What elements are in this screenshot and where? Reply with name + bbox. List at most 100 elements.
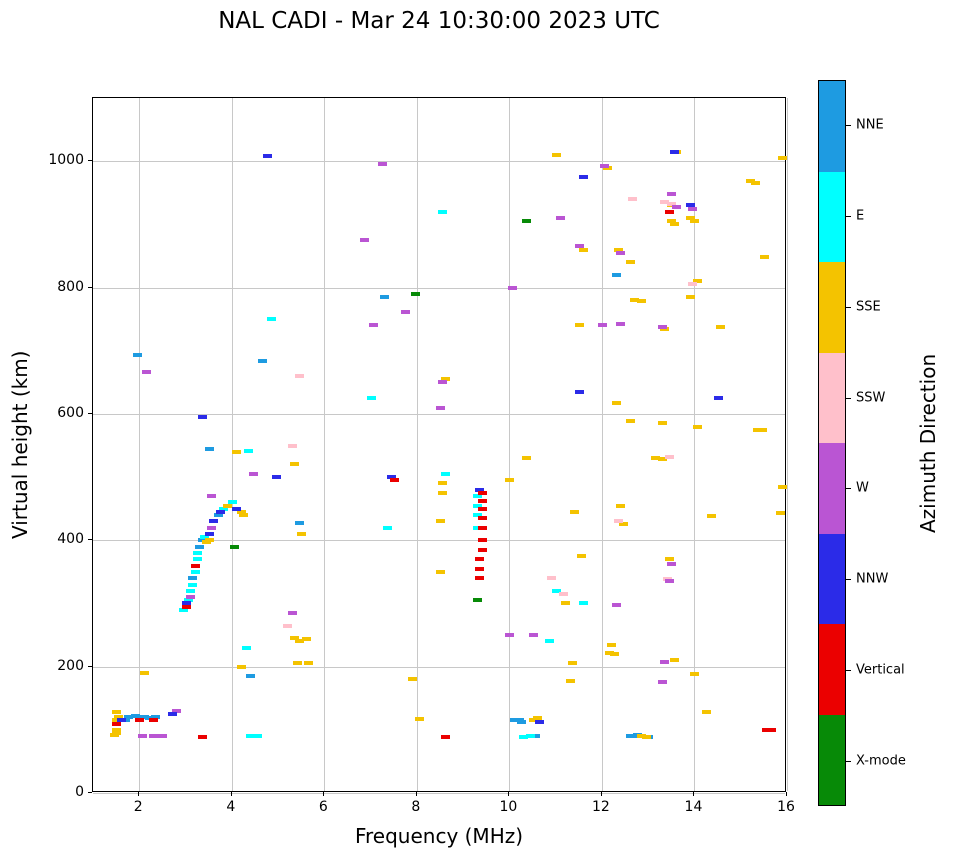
data-point <box>692 279 702 284</box>
data-point <box>667 192 677 197</box>
data-point <box>762 727 772 732</box>
data-point <box>149 718 159 723</box>
data-point <box>614 519 624 524</box>
y-tick-mark <box>88 286 92 288</box>
data-point <box>669 222 679 227</box>
data-point <box>135 718 145 723</box>
data-point <box>628 197 637 202</box>
colorbar-segment-w <box>819 443 845 534</box>
data-point <box>294 520 304 525</box>
y-tick-mark <box>88 160 92 162</box>
colorbar-tick-mark <box>846 306 851 308</box>
data-point <box>248 471 258 476</box>
y-tick-label: 600 <box>57 404 84 421</box>
data-point <box>188 576 198 581</box>
data-point <box>290 462 300 467</box>
colorbar-tick-mark <box>846 669 851 671</box>
data-point <box>209 519 219 524</box>
data-point <box>574 323 584 328</box>
data-point <box>667 219 677 224</box>
colorbar-tick-mark <box>846 125 851 127</box>
data-point <box>715 325 725 330</box>
colorbar-tick-label: Vertical <box>856 662 905 678</box>
data-point <box>706 514 716 519</box>
data-point <box>477 499 487 504</box>
data-point <box>130 713 140 718</box>
data-point <box>560 601 570 606</box>
data-point <box>436 569 445 574</box>
data-point <box>237 664 247 669</box>
data-point <box>410 291 420 296</box>
data-point <box>172 708 182 713</box>
gridline-horizontal <box>93 161 785 163</box>
data-point <box>473 525 482 530</box>
data-point <box>667 202 677 207</box>
data-point <box>651 456 661 461</box>
data-point <box>528 633 538 638</box>
data-point <box>204 538 214 543</box>
data-point <box>604 650 614 655</box>
data-point <box>440 471 450 476</box>
data-point <box>181 601 191 606</box>
data-point <box>167 712 177 717</box>
x-axis-label: Frequency (MHz) <box>354 824 524 848</box>
data-point <box>436 519 445 524</box>
data-point <box>665 209 675 214</box>
data-point <box>473 598 482 603</box>
gridline-vertical <box>694 98 696 791</box>
data-point <box>287 610 297 615</box>
x-tick-label: 6 <box>318 799 328 815</box>
data-point <box>262 154 272 159</box>
data-point <box>757 427 767 432</box>
data-point <box>519 735 529 740</box>
y-tick-label: 1000 <box>48 152 84 169</box>
data-point <box>778 156 788 161</box>
data-point <box>243 448 253 453</box>
x-tick-label: 2 <box>133 799 143 815</box>
data-point <box>579 174 589 179</box>
y-tick-mark <box>88 665 92 667</box>
data-point <box>292 661 302 666</box>
data-point <box>759 255 769 260</box>
data-point <box>477 547 487 552</box>
data-point <box>188 582 198 587</box>
data-point <box>473 494 482 499</box>
data-point <box>752 427 762 432</box>
data-point <box>232 506 242 511</box>
data-point <box>521 219 531 224</box>
data-point <box>475 557 485 562</box>
data-point <box>579 601 589 606</box>
data-point <box>237 509 247 514</box>
data-point <box>112 730 122 735</box>
data-point <box>241 645 251 650</box>
data-point <box>475 487 485 492</box>
data-point <box>535 720 545 725</box>
x-tick-mark <box>508 792 510 796</box>
data-point <box>382 525 392 530</box>
data-point <box>521 456 531 461</box>
data-point <box>685 295 695 300</box>
chart-title: NAL CADI - Mar 24 10:30:00 2023 UTC <box>218 8 660 34</box>
data-point <box>267 317 277 322</box>
data-point <box>227 500 237 505</box>
data-point <box>477 525 487 530</box>
gridline-vertical <box>416 98 418 791</box>
colorbar-segment-e <box>819 171 845 262</box>
data-point <box>197 415 207 420</box>
data-point <box>660 200 670 205</box>
data-point <box>121 718 131 723</box>
data-point <box>625 419 635 424</box>
data-point <box>692 424 702 429</box>
data-point <box>551 588 561 593</box>
data-point <box>688 282 698 287</box>
plot-area <box>92 97 788 794</box>
data-point <box>533 716 543 721</box>
data-point <box>297 531 307 536</box>
data-point <box>440 377 450 382</box>
data-point <box>132 353 142 358</box>
y-tick-label: 800 <box>57 278 84 295</box>
data-point <box>139 715 149 720</box>
data-point <box>658 421 668 426</box>
x-tick-mark <box>230 792 232 796</box>
data-point <box>304 661 314 666</box>
